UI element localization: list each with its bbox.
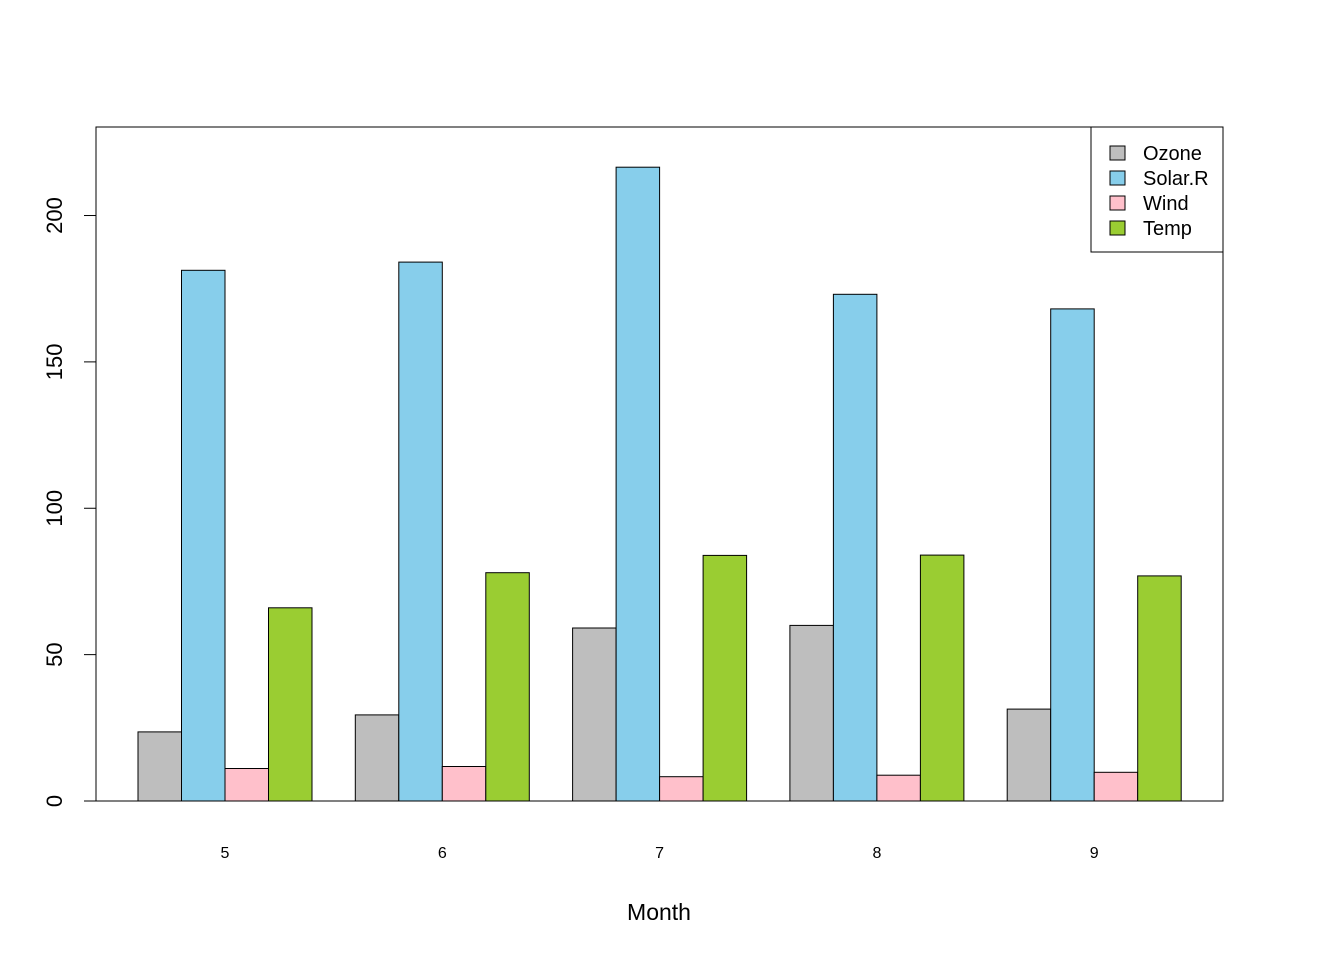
y-tick-label: 200 [42, 197, 67, 234]
bar-ozone-month-5 [137, 731, 182, 802]
bar-temp-month-6 [485, 572, 530, 802]
bar-wind-month-9 [1093, 771, 1139, 802]
legend-label: Ozone [1143, 143, 1202, 165]
bar-solar-r-month-9 [1050, 308, 1095, 802]
bar-wind-month-5 [224, 768, 269, 802]
y-tick-label: 50 [42, 642, 67, 666]
legend-swatch [1109, 170, 1126, 186]
x-tick-label: 7 [655, 845, 664, 862]
x-tick-label: 9 [1090, 845, 1099, 862]
bar-solar-r-month-5 [181, 269, 226, 802]
bar-solar-r-month-7 [615, 166, 661, 802]
bar-temp-month-8 [919, 554, 965, 802]
bar-wind-month-7 [659, 776, 704, 802]
legend-swatch [1109, 195, 1126, 211]
x-tick-label: 8 [872, 845, 881, 862]
legend: Ozone Solar.R Wind Temp [1090, 126, 1224, 253]
bar-ozone-month-6 [354, 714, 400, 802]
y-tick-label: 150 [42, 344, 67, 381]
bar-ozone-month-9 [1006, 708, 1052, 802]
bars-layer [137, 166, 1182, 802]
x-axis-label: Month [627, 899, 691, 925]
legend-swatch [1109, 220, 1126, 236]
x-axis: 5 6 7 8 9 [221, 845, 1099, 862]
x-tick-label: 6 [438, 845, 447, 862]
legend-label: Wind [1143, 193, 1189, 215]
bar-temp-month-7 [702, 554, 748, 802]
legend-label: Temp [1143, 218, 1192, 240]
bar-ozone-month-8 [789, 624, 834, 802]
legend-swatch [1109, 145, 1126, 161]
x-tick-label: 5 [221, 845, 230, 862]
bar-wind-month-6 [441, 766, 487, 802]
bar-solar-r-month-8 [832, 293, 878, 802]
y-tick-label: 0 [42, 795, 67, 807]
y-axis: 0 50 100 150 200 [42, 197, 97, 807]
y-tick-label: 100 [42, 490, 67, 527]
legend-label: Solar.R [1143, 168, 1209, 190]
bar-temp-month-9 [1137, 575, 1182, 802]
bar-ozone-month-7 [572, 627, 617, 802]
bar-temp-month-5 [268, 607, 313, 802]
bar-solar-r-month-6 [398, 261, 443, 802]
bar-wind-month-8 [876, 774, 921, 802]
